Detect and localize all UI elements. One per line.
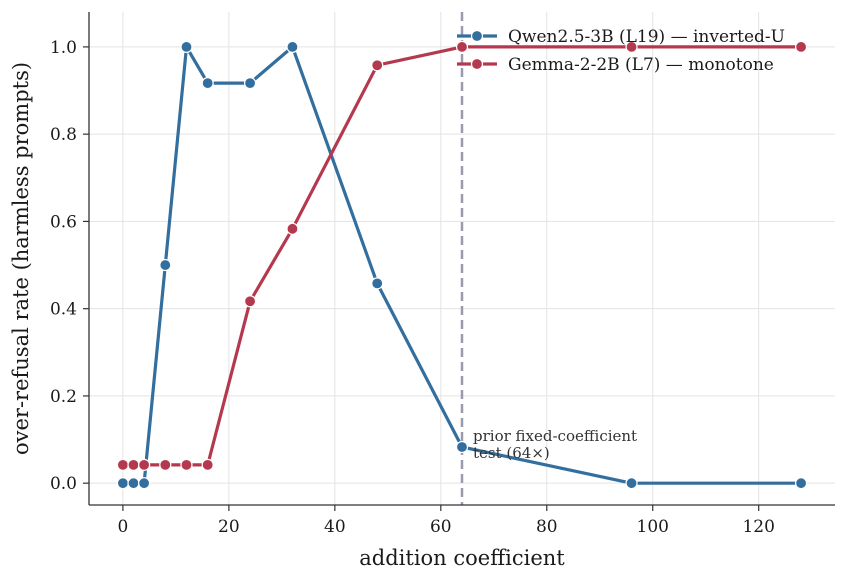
series-1-point (180, 40, 193, 54)
y-tick-label: 1.0 (50, 38, 77, 58)
series-2-point (180, 458, 193, 471)
annotation-line-2: test (64×) (473, 444, 550, 462)
y-axis-label: over-refusal rate (harmless prompts) (9, 62, 33, 455)
series-1-point (127, 477, 140, 490)
y-tick-label: 0.8 (50, 125, 77, 145)
y-tick-label: 0.6 (50, 212, 77, 232)
series-1-point (286, 40, 299, 54)
series-1-point (116, 477, 130, 490)
series-2-point (138, 458, 151, 471)
x-tick-label: 0 (117, 517, 128, 537)
series-1-point (159, 258, 172, 272)
legend-label-1: Qwen2.5-3B (L19) — inverted-U (508, 27, 785, 47)
series-2-point (243, 295, 257, 308)
series-2-point (286, 222, 299, 235)
series-2-point (159, 458, 172, 471)
series-1-point (138, 477, 151, 490)
series-1-point (243, 77, 257, 90)
series-layer (116, 40, 808, 490)
series-2-point (201, 458, 214, 471)
series-1-point (201, 77, 214, 90)
x-tick-label: 60 (430, 517, 452, 537)
legend-label-2: Gemma-2-2B (L7) — monotone (508, 55, 774, 75)
x-tick-label: 40 (324, 517, 346, 537)
tick-labels: 0 20 40 60 80 100 120 0.0 0.2 0.4 0.6 0.8 1.0 (50, 38, 775, 537)
x-axis-label: addition coefficient (359, 546, 565, 570)
y-tick-label: 0.4 (50, 300, 77, 320)
series-1-point (625, 477, 638, 490)
series-1-point (794, 477, 808, 490)
x-tick-label: 80 (536, 517, 558, 537)
annotation-line-1: prior fixed-coefficient (473, 427, 637, 445)
x-tick-label: 100 (637, 517, 669, 537)
x-tick-label: 120 (742, 517, 774, 537)
legend-marker-1 (470, 29, 484, 43)
series-1-point (455, 440, 469, 454)
series-2-point (116, 458, 130, 471)
axes (83, 12, 835, 511)
series-2-point (127, 458, 140, 471)
series-1-point (371, 277, 384, 290)
x-tick-label: 20 (218, 517, 240, 537)
series-2-point (794, 40, 808, 54)
y-tick-label: 0.2 (50, 387, 77, 407)
annotation: prior fixed-coefficient test (64×) (473, 427, 637, 462)
legend-marker-2 (470, 57, 484, 71)
series-2-point (625, 40, 638, 54)
legend: Qwen2.5-3B (L19) — inverted-U Gemma-2-2B … (457, 27, 785, 75)
y-tick-label: 0.0 (50, 474, 77, 494)
series-2-point (371, 59, 384, 72)
series-2-point (455, 40, 469, 54)
